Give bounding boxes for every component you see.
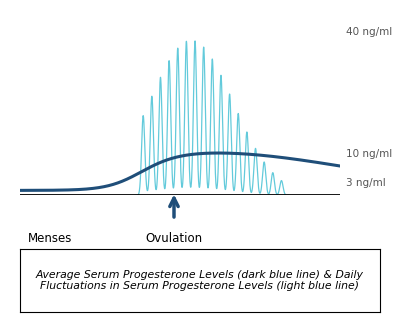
Text: 10 ng/ml: 10 ng/ml: [346, 150, 393, 159]
Text: Menses: Menses: [28, 232, 72, 244]
Text: 40 ng/ml: 40 ng/ml: [346, 27, 393, 37]
Text: 3 ng/ml: 3 ng/ml: [346, 178, 386, 188]
Text: Ovulation: Ovulation: [146, 232, 202, 244]
Text: Average Serum Progesterone Levels (dark blue line) & Daily
Fluctuations in Serum: Average Serum Progesterone Levels (dark …: [36, 270, 364, 291]
